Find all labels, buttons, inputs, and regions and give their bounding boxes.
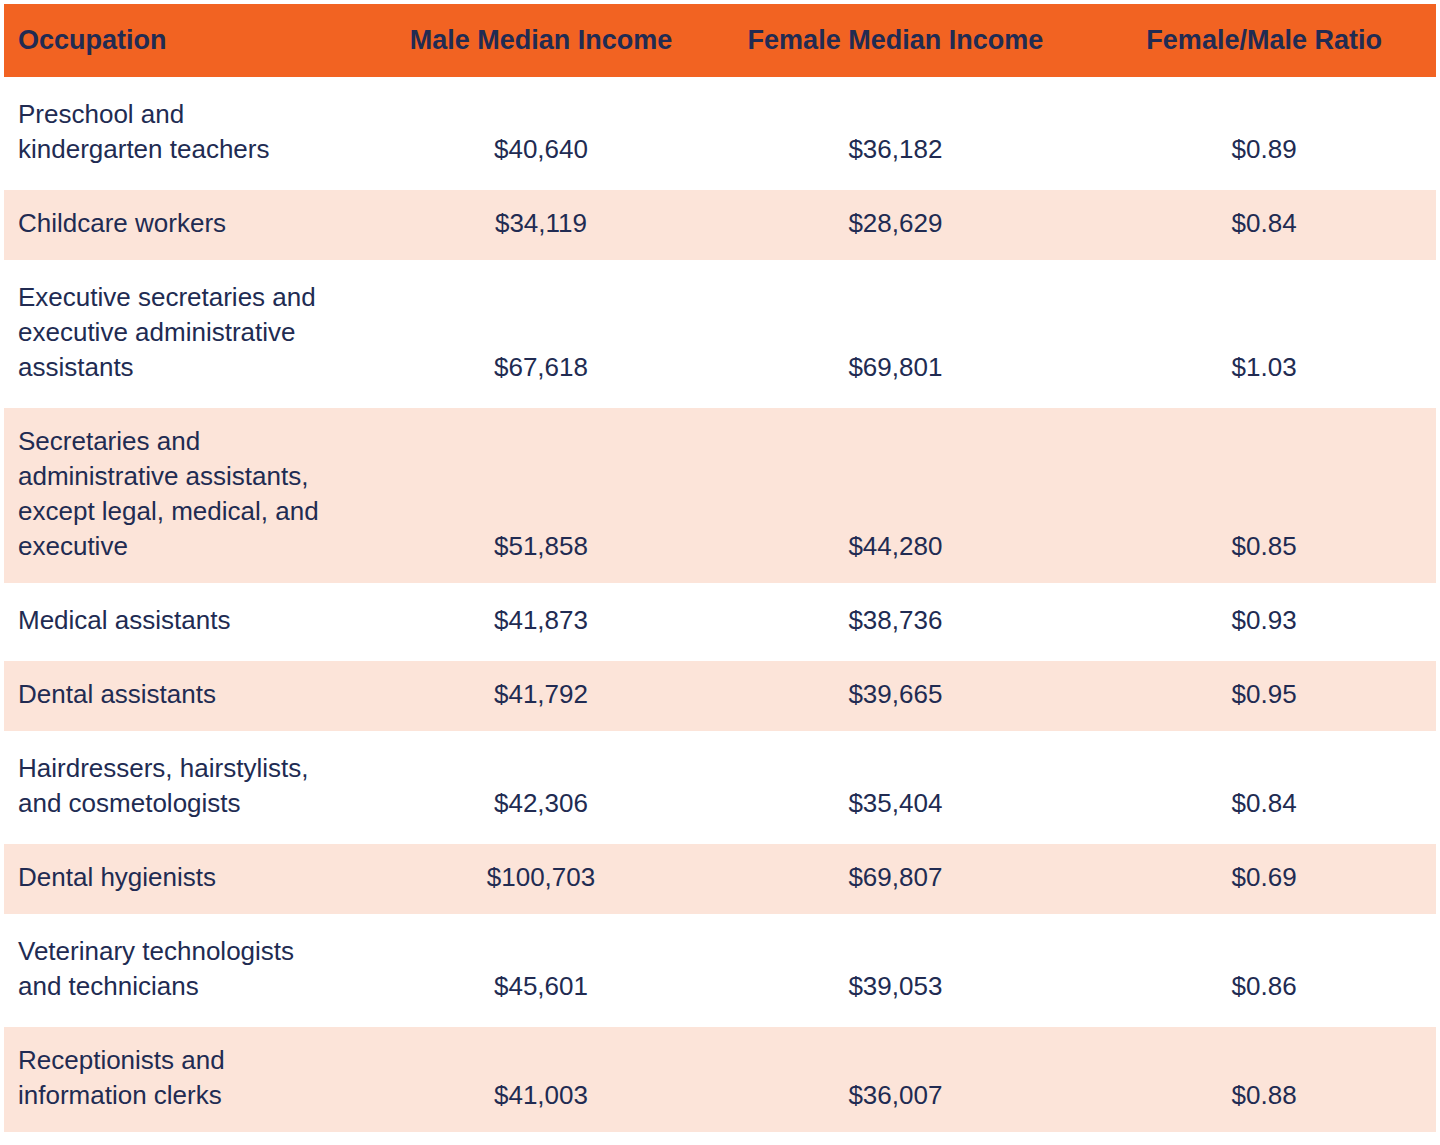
table-row: Secretaries and administrative assistant… bbox=[4, 408, 1436, 583]
table-row: Dental assistants $41,792 $39,665 $0.95 bbox=[4, 661, 1436, 731]
female-median-income-cell: $69,807 bbox=[699, 844, 1093, 914]
male-median-income-cell: $51,858 bbox=[383, 408, 698, 583]
female-male-ratio-cell: $0.84 bbox=[1092, 735, 1436, 840]
female-male-ratio-cell: $0.86 bbox=[1092, 918, 1436, 1023]
occupation-cell: Dental hygienists bbox=[4, 844, 383, 914]
column-header-occupation: Occupation bbox=[4, 4, 383, 77]
male-median-income-cell: $34,119 bbox=[383, 190, 698, 260]
column-header-male-median-income: Male Median Income bbox=[383, 4, 698, 77]
occupation-cell: Executive secretaries and executive admi… bbox=[4, 264, 383, 404]
table-row: Preschool and kindergarten teachers $40,… bbox=[4, 81, 1436, 186]
male-median-income-cell: $41,003 bbox=[383, 1027, 698, 1132]
table-body: Preschool and kindergarten teachers $40,… bbox=[4, 81, 1436, 1132]
female-male-ratio-cell: $0.88 bbox=[1092, 1027, 1436, 1132]
table-row: Hairdressers, hairstylists, and cosmetol… bbox=[4, 735, 1436, 840]
female-median-income-cell: $36,007 bbox=[699, 1027, 1093, 1132]
column-header-female-median-income: Female Median Income bbox=[699, 4, 1093, 77]
female-male-ratio-cell: $0.85 bbox=[1092, 408, 1436, 583]
male-median-income-cell: $42,306 bbox=[383, 735, 698, 840]
table-row: Veterinary technologists and technicians… bbox=[4, 918, 1436, 1023]
female-median-income-cell: $39,053 bbox=[699, 918, 1093, 1023]
female-median-income-cell: $69,801 bbox=[699, 264, 1093, 404]
occupation-cell: Hairdressers, hairstylists, and cosmetol… bbox=[4, 735, 383, 840]
occupation-cell: Receptionists and information clerks bbox=[4, 1027, 383, 1132]
female-median-income-cell: $36,182 bbox=[699, 81, 1093, 186]
occupation-cell: Childcare workers bbox=[4, 190, 383, 260]
table-row: Receptionists and information clerks $41… bbox=[4, 1027, 1436, 1132]
occupation-cell: Medical assistants bbox=[4, 587, 383, 657]
occupation-cell: Dental assistants bbox=[4, 661, 383, 731]
header-row: Occupation Male Median Income Female Med… bbox=[4, 4, 1436, 77]
table-row: Dental hygienists $100,703 $69,807 $0.69 bbox=[4, 844, 1436, 914]
male-median-income-cell: $41,873 bbox=[383, 587, 698, 657]
male-median-income-cell: $100,703 bbox=[383, 844, 698, 914]
female-median-income-cell: $38,736 bbox=[699, 587, 1093, 657]
female-male-ratio-cell: $0.69 bbox=[1092, 844, 1436, 914]
female-male-ratio-cell: $0.93 bbox=[1092, 587, 1436, 657]
female-male-ratio-cell: $1.03 bbox=[1092, 264, 1436, 404]
male-median-income-cell: $40,640 bbox=[383, 81, 698, 186]
female-male-ratio-cell: $0.95 bbox=[1092, 661, 1436, 731]
male-median-income-cell: $67,618 bbox=[383, 264, 698, 404]
female-median-income-cell: $28,629 bbox=[699, 190, 1093, 260]
male-median-income-cell: $45,601 bbox=[383, 918, 698, 1023]
table-row: Executive secretaries and executive admi… bbox=[4, 264, 1436, 404]
column-header-female-male-ratio: Female/Male Ratio bbox=[1092, 4, 1436, 77]
female-median-income-cell: $39,665 bbox=[699, 661, 1093, 731]
occupation-cell: Secretaries and administrative assistant… bbox=[4, 408, 383, 583]
income-table: Occupation Male Median Income Female Med… bbox=[4, 0, 1436, 1136]
table-row: Medical assistants $41,873 $38,736 $0.93 bbox=[4, 587, 1436, 657]
female-male-ratio-cell: $0.89 bbox=[1092, 81, 1436, 186]
income-table-container: Occupation Male Median Income Female Med… bbox=[0, 0, 1440, 1136]
occupation-cell: Preschool and kindergarten teachers bbox=[4, 81, 383, 186]
female-median-income-cell: $44,280 bbox=[699, 408, 1093, 583]
occupation-cell: Veterinary technologists and technicians bbox=[4, 918, 383, 1023]
male-median-income-cell: $41,792 bbox=[383, 661, 698, 731]
female-male-ratio-cell: $0.84 bbox=[1092, 190, 1436, 260]
table-row: Childcare workers $34,119 $28,629 $0.84 bbox=[4, 190, 1436, 260]
female-median-income-cell: $35,404 bbox=[699, 735, 1093, 840]
table-header: Occupation Male Median Income Female Med… bbox=[4, 4, 1436, 77]
